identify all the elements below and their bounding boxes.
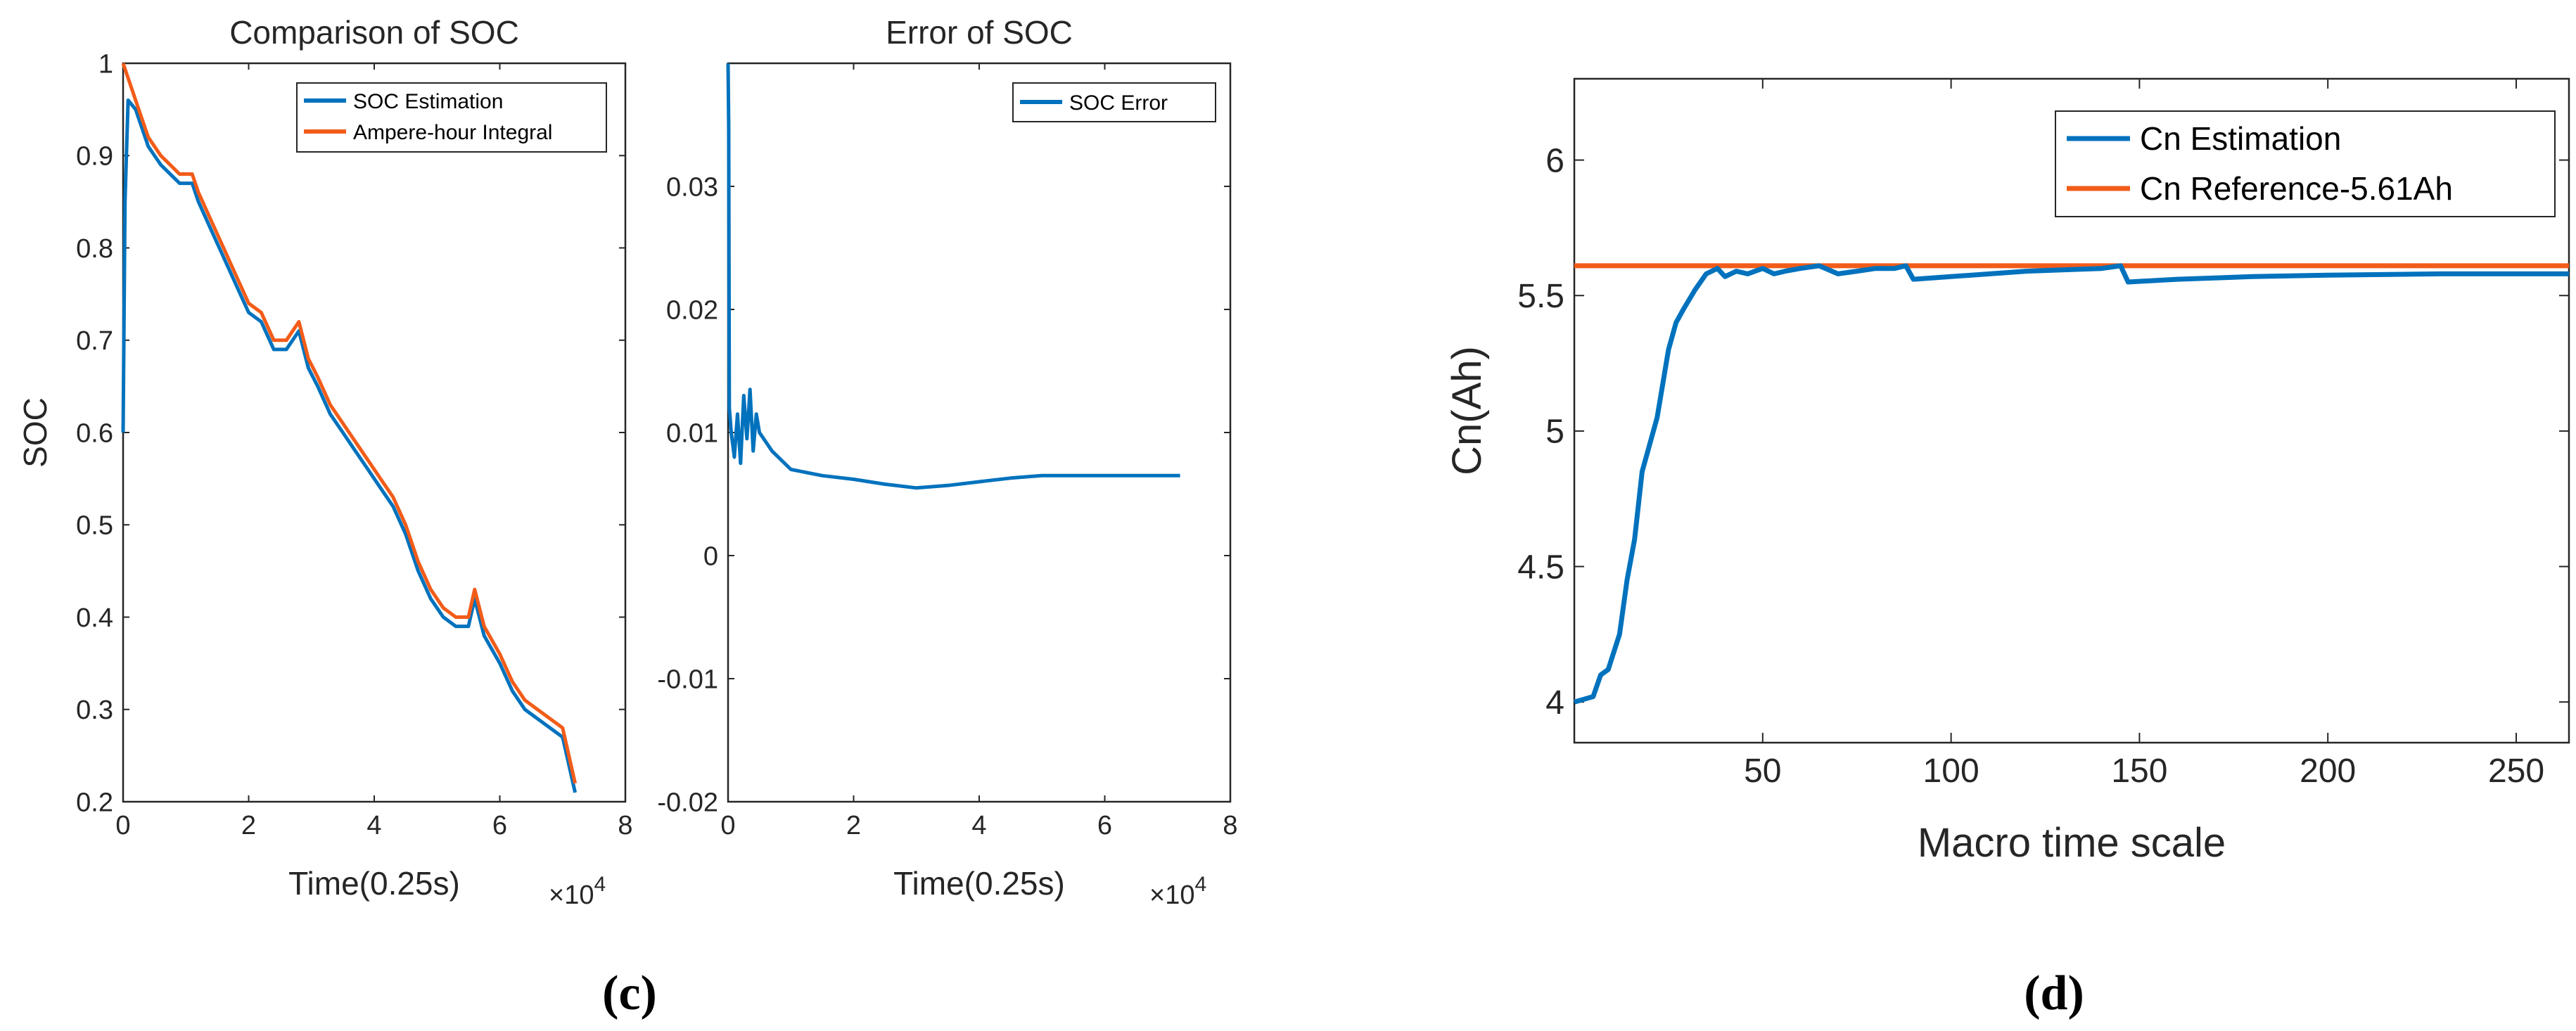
series-line-soc-estimation bbox=[121, 98, 578, 793]
y-tick-label: 1 bbox=[98, 49, 113, 79]
legend-label-cn-estimation: Cn Estimation bbox=[2140, 120, 2341, 157]
y-tick-label: 0.7 bbox=[76, 326, 113, 356]
x-exponent-c2: ×104 bbox=[1149, 873, 1206, 910]
x-tick-label: 250 bbox=[2488, 753, 2544, 790]
series-line-ampere-hour-integral bbox=[121, 63, 578, 784]
axis-ticks-d: 50 100 150 200 250 4 4.5 5 5.5 6 bbox=[1517, 79, 2569, 790]
chart-title-c2: Error of SOC bbox=[886, 14, 1073, 51]
x-tick-label: 0 bbox=[720, 811, 735, 840]
legend-c1: SOC Estimation Ampere-hour Integral bbox=[296, 82, 607, 153]
x-tick-label: 200 bbox=[2300, 753, 2356, 790]
chart-soc-comparison: Comparison of SOC Time(0.25s) SOC ×104 0… bbox=[17, 14, 633, 910]
legend-c2: SOC Error bbox=[1012, 82, 1216, 122]
series-line-cn-estimation bbox=[1574, 263, 2569, 705]
panel-label-d: (d) bbox=[2024, 966, 2084, 1020]
y-tick-label: 6 bbox=[1545, 142, 1564, 179]
y-axis-label-d: Cn(Ah) bbox=[1444, 346, 1490, 475]
y-tick-label: 4.5 bbox=[1517, 549, 1564, 586]
x-tick-label: 4 bbox=[971, 811, 986, 840]
plot-box-c1 bbox=[122, 62, 627, 803]
plot-box-c2 bbox=[727, 62, 1232, 803]
y-tick-label: 0 bbox=[703, 542, 718, 571]
x-axis-label-d: Macro time scale bbox=[1918, 820, 2226, 866]
y-tick-label: 0.9 bbox=[76, 142, 113, 172]
legend-box-c1 bbox=[296, 82, 607, 153]
y-tick-label: 0.01 bbox=[666, 418, 718, 448]
x-exponent-c1: ×104 bbox=[549, 873, 606, 910]
x-tick-label: 50 bbox=[1744, 753, 1781, 790]
chart-soc-error: Error of SOC Time(0.25s) ×104 0 2 4 6 8 -0.02… bbox=[657, 14, 1237, 910]
chart-cn-estimation: Macro time scale Cn(Ah) 50 100 150 200 250 4 4… bbox=[1444, 77, 2570, 866]
y-tick-label: 4 bbox=[1545, 684, 1564, 722]
series-line-soc-error bbox=[726, 63, 1180, 490]
series-lines-c1 bbox=[121, 63, 578, 793]
x-tick-label: 0 bbox=[115, 811, 130, 840]
legend-label-cn-reference: Cn Reference-5.61Ah bbox=[2140, 170, 2453, 207]
legend-label-soc-error: SOC Error bbox=[1069, 91, 1168, 115]
y-tick-label: -0.02 bbox=[657, 788, 718, 817]
y-tick-label: 0.2 bbox=[76, 788, 113, 817]
axis-ticks-c2: 0 2 4 6 8 -0.02 -0.01 0 0.01 0.02 0.03 bbox=[657, 63, 1238, 840]
y-tick-label: 0.6 bbox=[76, 418, 113, 448]
x-tick-label: 150 bbox=[2111, 753, 2167, 790]
legend-box-d bbox=[2055, 110, 2556, 217]
axis-ticks-c1: 0 2 4 6 8 0.2 0.3 0.4 0.5 0.6 0.7 0.8 0.9 1 bbox=[76, 49, 632, 840]
y-tick-label: 0.02 bbox=[666, 295, 718, 325]
series-lines-d bbox=[1574, 263, 2569, 705]
x-tick-label: 6 bbox=[492, 811, 507, 840]
y-tick-label: 0.5 bbox=[76, 511, 113, 541]
chart-title-c1: Comparison of SOC bbox=[229, 14, 519, 51]
y-tick-label: -0.01 bbox=[657, 665, 718, 694]
legend-d: Cn Estimation Cn Reference-5.61Ah bbox=[2055, 110, 2556, 217]
x-tick-label: 8 bbox=[1223, 811, 1237, 840]
x-axis-label-c2: Time(0.25s) bbox=[893, 865, 1065, 902]
x-tick-label: 6 bbox=[1097, 811, 1112, 840]
x-tick-label: 2 bbox=[846, 811, 861, 840]
y-tick-label: 0.4 bbox=[76, 603, 113, 633]
x-tick-label: 100 bbox=[1923, 753, 1979, 790]
y-tick-label: 5 bbox=[1545, 414, 1564, 451]
legend-label-soc-estimation: SOC Estimation bbox=[353, 90, 503, 113]
y-tick-label: 5.5 bbox=[1517, 278, 1564, 315]
x-tick-label: 2 bbox=[241, 811, 256, 840]
x-axis-label-c1: Time(0.25s) bbox=[288, 865, 460, 902]
series-lines-c2 bbox=[726, 63, 1180, 490]
y-tick-label: 0.03 bbox=[666, 172, 718, 202]
y-tick-label: 0.3 bbox=[76, 696, 113, 725]
panel-label-c: (c) bbox=[602, 966, 657, 1020]
y-tick-label: 0.8 bbox=[76, 234, 113, 264]
x-tick-label: 4 bbox=[366, 811, 381, 840]
x-tick-label: 8 bbox=[618, 811, 632, 840]
legend-label-ampere-hour: Ampere-hour Integral bbox=[353, 121, 552, 144]
y-axis-label-c1: SOC bbox=[17, 397, 53, 468]
